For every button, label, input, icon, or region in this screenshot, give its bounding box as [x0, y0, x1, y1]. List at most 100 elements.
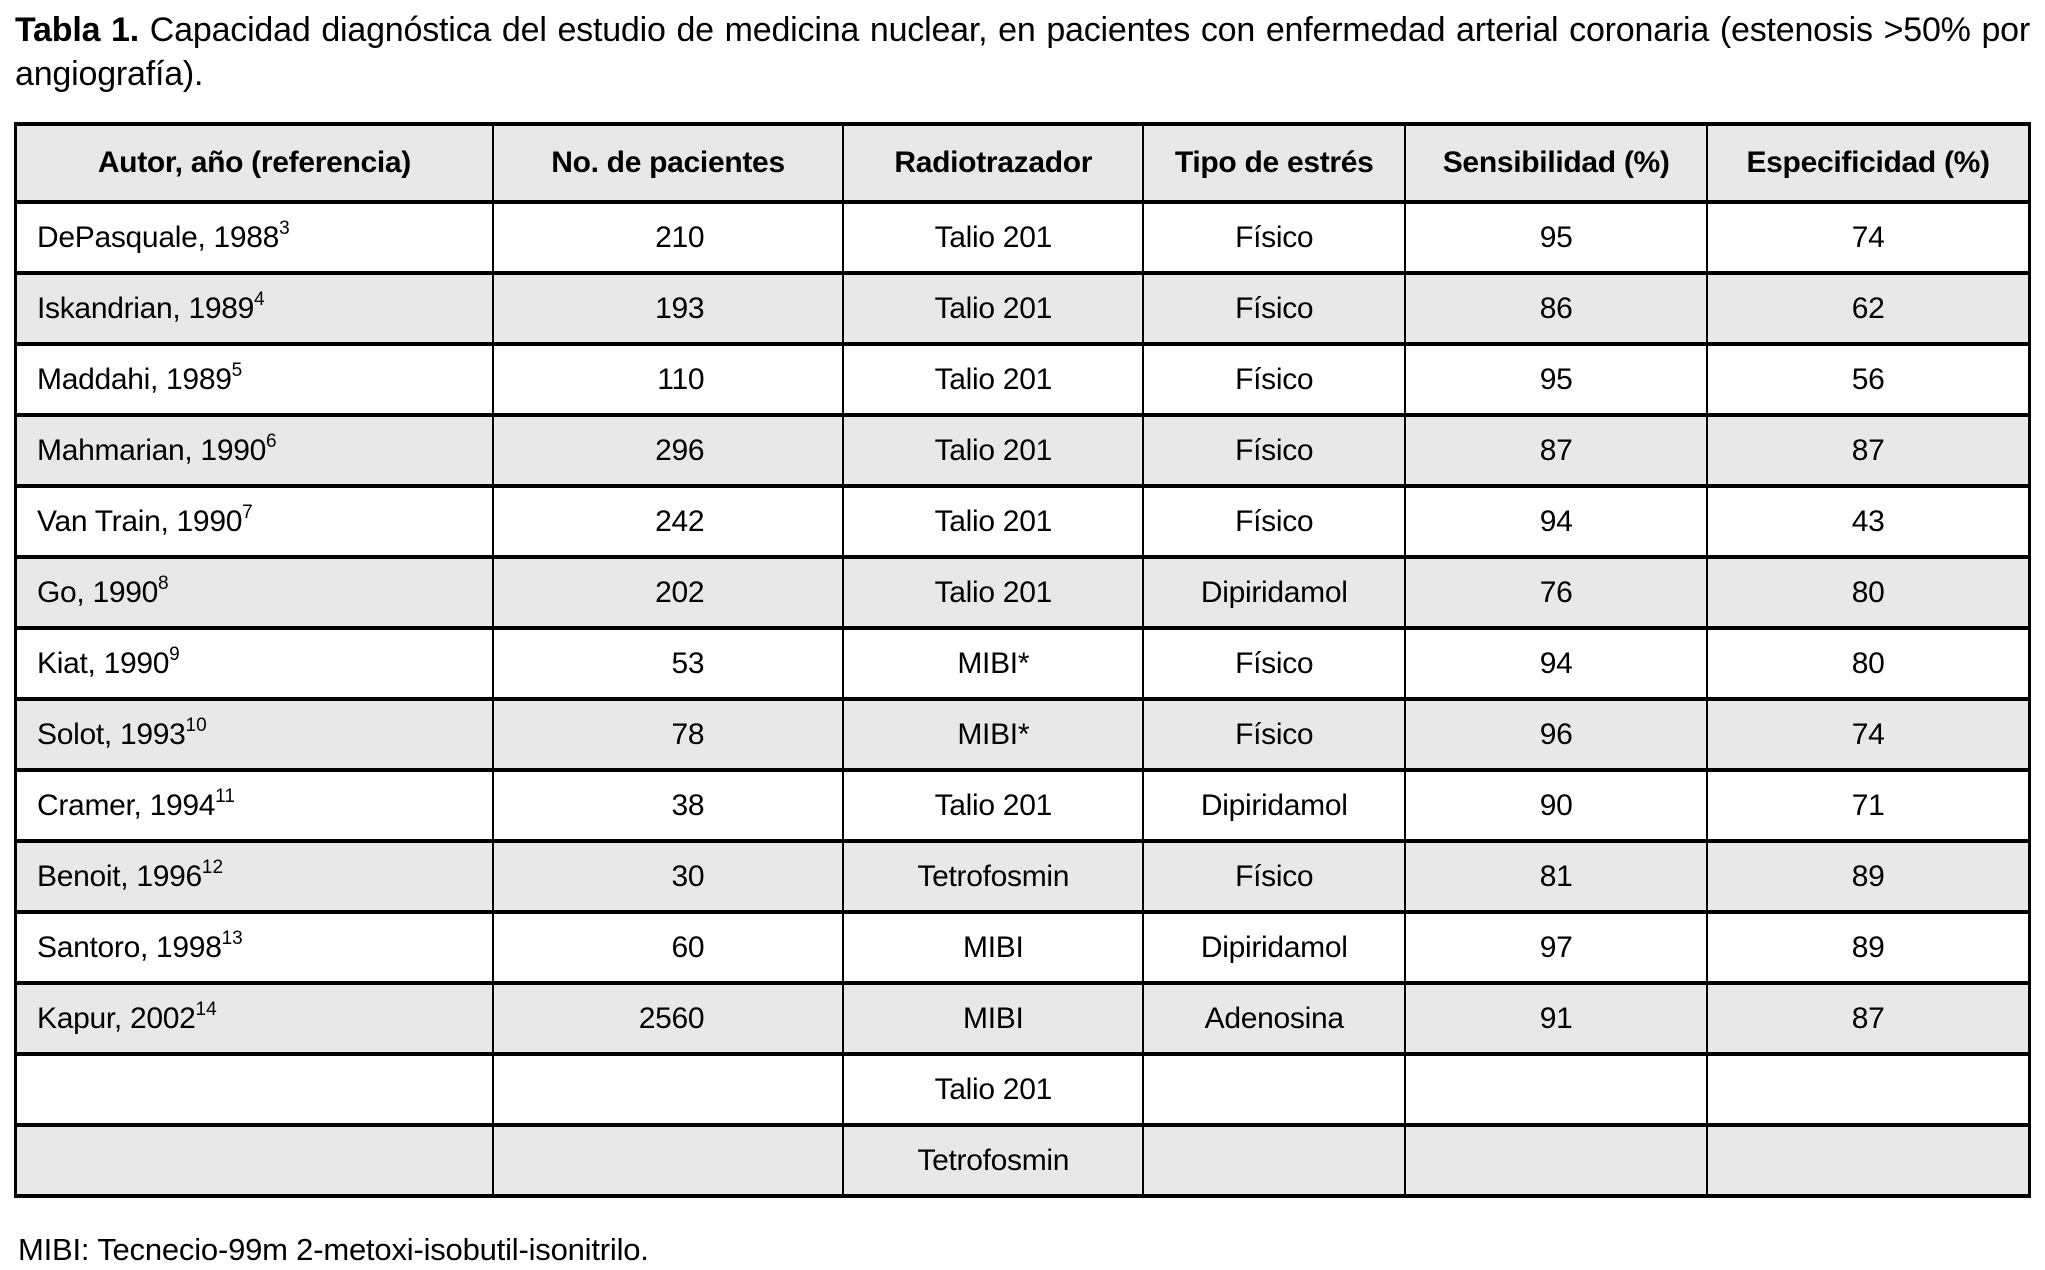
author-year-text: DePasquale, 1988	[37, 220, 280, 254]
cell-author-year: Benoit, 199612	[14, 839, 494, 915]
reference-superscript: 7	[242, 501, 253, 523]
table-row: DePasquale, 19883 210 Talio 201 Físico 95 74	[14, 200, 2031, 276]
cell-sensitivity: 94	[1404, 626, 1709, 702]
reference-superscript: 11	[215, 785, 235, 807]
cell-radiotracer: Talio 201	[842, 484, 1145, 560]
cell-sensitivity: 87	[1404, 413, 1709, 489]
cell-specificity: 89	[1706, 839, 2031, 915]
cell-author-year: Mahmarian, 19906	[14, 413, 494, 489]
table-row: Talio 201	[14, 1052, 2031, 1128]
table-row: Go, 19908 202 Talio 201 Dipiridamol 76 80	[14, 555, 2031, 631]
cell-author-year: Iskandrian, 19894	[14, 271, 494, 347]
author-year-text: Kiat, 1990	[37, 646, 170, 680]
cell-radiotracer: MIBI*	[842, 626, 1145, 702]
cell-specificity: 43	[1706, 484, 2031, 560]
cell-sensitivity: 96	[1404, 697, 1709, 773]
cell-radiotracer: Talio 201	[842, 413, 1145, 489]
cell-patients: 193	[491, 271, 845, 347]
reference-superscript: 6	[265, 430, 277, 452]
cell-sensitivity: 95	[1404, 342, 1709, 418]
cell-radiotracer: Tetrofosmin	[842, 839, 1145, 915]
cell-patients: 30	[491, 839, 845, 915]
table-title: Tabla 1. Capacidad diagnóstica del estud…	[15, 8, 2030, 96]
cell-patients: 38	[491, 768, 845, 844]
cell-sensitivity: 86	[1404, 271, 1709, 347]
column-header-3: Tipo de estrés	[1142, 122, 1407, 205]
cell-sensitivity: 76	[1404, 555, 1709, 631]
cell-radiotracer: Talio 201	[842, 271, 1145, 347]
table-footnote: MIBI: Tecnecio-99m 2-metoxi-isobutil-iso…	[18, 1232, 649, 1268]
cell-sensitivity: 81	[1404, 839, 1709, 915]
cell-sensitivity: 97	[1404, 910, 1709, 986]
cell-sensitivity: 91	[1404, 981, 1709, 1057]
cell-specificity: 71	[1706, 768, 2031, 844]
column-header-5: Especificidad (%)	[1706, 122, 2031, 205]
header-row: Autor, año (referencia) No. de pacientes R…	[14, 122, 2031, 205]
table-row: Tetrofosmin	[14, 1123, 2031, 1199]
reference-superscript: 5	[231, 359, 243, 381]
cell-specificity: 62	[1706, 271, 2031, 347]
cell-radiotracer: Talio 201	[842, 768, 1145, 844]
cell-stress-type	[1142, 1052, 1407, 1128]
author-year-text: Mahmarian, 1990	[37, 433, 266, 467]
cell-author-year: Solot, 199310	[14, 697, 494, 773]
cell-author-year: Go, 19908	[14, 555, 494, 631]
cell-patients: 110	[491, 342, 845, 418]
cell-author-year: Cramer, 199411	[14, 768, 494, 844]
cell-stress-type: Físico	[1142, 626, 1407, 702]
cell-stress-type: Adenosina	[1142, 981, 1407, 1057]
cell-radiotracer: Talio 201	[842, 342, 1145, 418]
cell-specificity: 74	[1706, 697, 2031, 773]
table-row: Van Train, 19907 242 Talio 201 Físico 94 43	[14, 484, 2031, 560]
reference-superscript: 13	[221, 927, 243, 949]
author-year-text: Maddahi, 1989	[37, 362, 232, 396]
cell-specificity: 89	[1706, 910, 2031, 986]
cell-specificity: 56	[1706, 342, 2031, 418]
cell-author-year: Maddahi, 19895	[14, 342, 494, 418]
cell-patients	[491, 1052, 845, 1128]
cell-specificity: 74	[1706, 200, 2031, 276]
column-header-2: Radiotrazador	[842, 122, 1145, 205]
author-year-text: Van Train, 1990	[37, 504, 243, 538]
reference-superscript: 9	[169, 643, 180, 665]
cell-stress-type: Dipiridamol	[1142, 910, 1407, 986]
cell-radiotracer: Talio 201	[842, 1052, 1145, 1128]
cell-stress-type: Físico	[1142, 697, 1407, 773]
cell-author-year: Kiat, 19909	[14, 626, 494, 702]
cell-patients: 202	[491, 555, 845, 631]
cell-specificity	[1706, 1052, 2031, 1128]
cell-author-year: Kapur, 200214	[14, 981, 494, 1057]
cell-sensitivity	[1404, 1123, 1709, 1199]
cell-author-year	[14, 1123, 494, 1199]
table-row: Iskandrian, 19894 193 Talio 201 Físico 86 62	[14, 271, 2031, 347]
table-row: Kiat, 19909 53 MIBI* Físico 94 80	[14, 626, 2031, 702]
table-row: Santoro, 199813 60 MIBI Dipiridamol 97 89	[14, 910, 2031, 986]
cell-patients: 2560	[491, 981, 845, 1057]
cell-patients	[491, 1123, 845, 1199]
diagnostic-capacity-table: Autor, año (referencia) No. de pacientes R…	[14, 122, 2031, 1199]
table-row: Maddahi, 19895 110 Talio 201 Físico 95 56	[14, 342, 2031, 418]
table-row: Mahmarian, 19906 296 Talio 201 Físico 87 87	[14, 413, 2031, 489]
cell-stress-type: Físico	[1142, 342, 1407, 418]
cell-patients: 78	[491, 697, 845, 773]
cell-patients: 210	[491, 200, 845, 276]
author-year-text: Santoro, 1998	[37, 930, 222, 964]
cell-sensitivity: 95	[1404, 200, 1709, 276]
cell-author-year	[14, 1052, 494, 1128]
cell-radiotracer: MIBI	[842, 910, 1145, 986]
table-title-text: Capacidad diagnóstica del estudio de med…	[149, 11, 2031, 49]
cell-stress-type: Dipiridamol	[1142, 555, 1407, 631]
cell-specificity: 87	[1706, 981, 2031, 1057]
cell-specificity	[1706, 1123, 2031, 1199]
cell-stress-type	[1142, 1123, 1407, 1199]
reference-superscript: 10	[185, 714, 207, 736]
author-year-text: Iskandrian, 1989	[37, 291, 255, 325]
column-header-1: No. de pacientes	[491, 122, 845, 205]
cell-radiotracer: Talio 201	[842, 555, 1145, 631]
cell-stress-type: Físico	[1142, 413, 1407, 489]
author-year-text: Kapur, 2002	[37, 1001, 196, 1035]
cell-radiotracer: Tetrofosmin	[842, 1123, 1145, 1199]
cell-stress-type: Dipiridamol	[1142, 768, 1407, 844]
cell-radiotracer: Talio 201	[842, 200, 1145, 276]
